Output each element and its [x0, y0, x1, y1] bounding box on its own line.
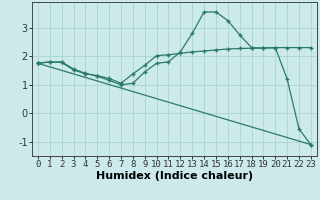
- X-axis label: Humidex (Indice chaleur): Humidex (Indice chaleur): [96, 171, 253, 181]
